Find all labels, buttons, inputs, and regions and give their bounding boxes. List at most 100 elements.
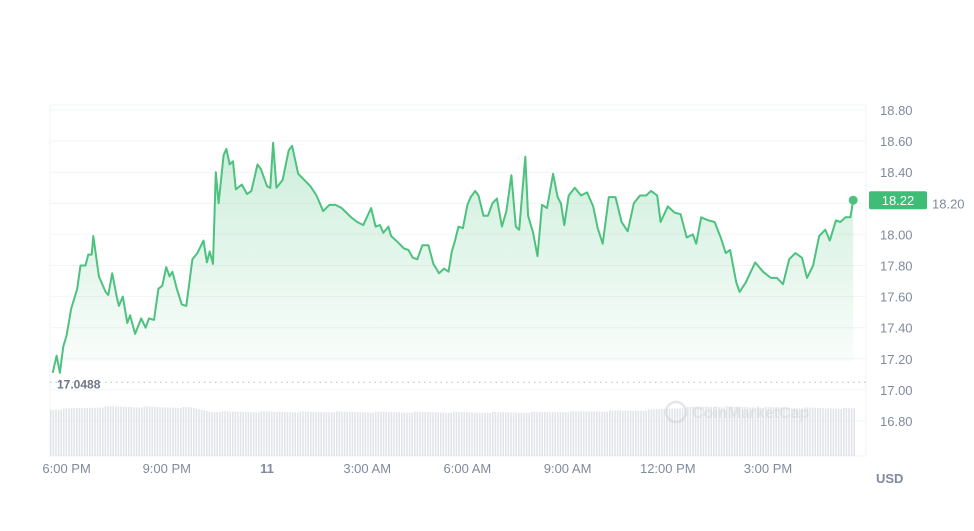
- volume-bar: [369, 412, 372, 456]
- volume-bar: [419, 411, 421, 456]
- volume-bar: [447, 412, 450, 456]
- current-price-badge: [869, 191, 927, 210]
- volume-bar: [544, 412, 546, 456]
- volume-bar: [655, 409, 658, 456]
- volume-bar: [759, 407, 762, 456]
- volume-bar: [681, 408, 684, 456]
- volume-bar: [783, 407, 785, 456]
- volume-bar: [268, 411, 270, 456]
- volume-bar: [377, 411, 380, 456]
- volume-bar: [463, 412, 465, 456]
- volume-bar: [598, 411, 601, 456]
- volume-bar: [559, 412, 562, 456]
- x-tick-label: 12:00 PM: [640, 461, 696, 476]
- volume-bar: [445, 412, 447, 456]
- volume-bar: [718, 407, 720, 456]
- volume-bar: [622, 410, 624, 456]
- volume-bar: [325, 412, 328, 456]
- volume-bar: [637, 410, 640, 456]
- volume-bar: [63, 408, 65, 456]
- volume-bar: [515, 412, 517, 456]
- volume-bar: [359, 412, 361, 456]
- volume-bar: [291, 412, 294, 456]
- volume-bar: [216, 412, 218, 456]
- volume-bar: [307, 411, 309, 456]
- volume-bar: [299, 411, 302, 456]
- price-line[interactable]: [51, 141, 855, 374]
- y-tick-label: 18.20: [932, 196, 965, 211]
- volume-bar: [169, 407, 172, 456]
- volume-bar: [645, 410, 647, 456]
- volume-bar: [811, 407, 814, 456]
- volume-bar: [814, 407, 816, 456]
- volume-bar: [726, 406, 728, 456]
- volume-bar: [692, 406, 694, 456]
- volume-bar: [603, 411, 606, 456]
- volume-bar: [538, 411, 541, 456]
- volume-bar: [798, 408, 801, 456]
- price-area-fill: [52, 142, 854, 373]
- volume-bar: [278, 411, 281, 456]
- volume-bar: [601, 411, 603, 456]
- volume-bar: [757, 407, 759, 456]
- volume-bar: [780, 407, 783, 456]
- volume-bar: [221, 411, 224, 456]
- volume-bar: [281, 412, 283, 456]
- volume-bar: [208, 411, 211, 456]
- volume-bar: [840, 409, 842, 456]
- volume-bar: [512, 412, 515, 456]
- volume-bar: [455, 411, 458, 456]
- volume-bar: [674, 408, 676, 456]
- volume-bar: [473, 412, 476, 456]
- volume-bar: [570, 411, 572, 456]
- volume-bar: [749, 407, 751, 456]
- current-price-dot[interactable]: [848, 195, 858, 205]
- x-tick-label: 6:00 AM: [444, 461, 492, 476]
- volume-bar: [804, 407, 806, 456]
- current-price-label: 18.22: [882, 193, 915, 208]
- volume-bar: [284, 412, 286, 456]
- volume-bar: [393, 412, 395, 456]
- volume-bar: [466, 412, 468, 456]
- volume-bar: [531, 411, 533, 456]
- volume-bar: [658, 409, 660, 456]
- volume-bar: [388, 412, 390, 456]
- volume-bar: [627, 410, 629, 456]
- volume-bar: [728, 406, 731, 456]
- volume-bar: [429, 412, 432, 456]
- volume-bar: [596, 411, 598, 456]
- volume-bar: [525, 412, 528, 456]
- volume-bar: [76, 408, 78, 456]
- volume-bar: [414, 411, 416, 456]
- y-tick-label: 18.80: [880, 103, 913, 118]
- volume-bar: [258, 412, 260, 456]
- volume-bar: [450, 412, 452, 456]
- volume-bar: [809, 407, 811, 456]
- y-tick-label: 17.00: [880, 383, 913, 398]
- volume-bar: [694, 406, 697, 456]
- volume-bar: [746, 407, 749, 456]
- volume-bar: [533, 411, 536, 456]
- volume-bar: [739, 406, 741, 456]
- volume-bar: [611, 410, 614, 456]
- volume-bar: [190, 407, 192, 456]
- volume-bar: [778, 407, 780, 456]
- volume-bar: [590, 411, 593, 456]
- volume-bar: [442, 412, 445, 456]
- volume-bar: [302, 411, 304, 456]
- volume-bar: [362, 412, 364, 456]
- volume-bar: [663, 408, 666, 456]
- volume-bar: [250, 412, 252, 456]
- volume-bar: [297, 412, 299, 456]
- volume-bar: [702, 406, 705, 456]
- volume-bar: [364, 412, 367, 456]
- volume-bar: [710, 406, 712, 456]
- volume-bar: [83, 407, 86, 456]
- volume-bar: [614, 410, 616, 456]
- volume-bar: [180, 408, 182, 456]
- volume-bar: [593, 411, 595, 456]
- volume-bar: [247, 412, 250, 456]
- volume-bar: [99, 407, 101, 456]
- volume-bar: [505, 412, 507, 456]
